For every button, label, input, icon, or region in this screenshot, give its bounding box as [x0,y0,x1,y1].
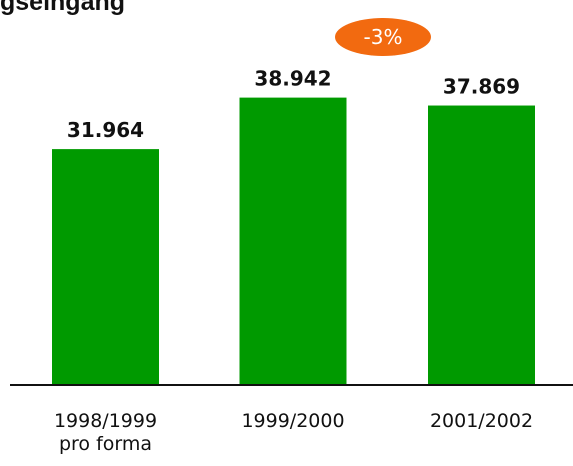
value-label: 37.869 [443,75,520,99]
x-tick-label: 1999/2000 [241,410,345,432]
bar [52,149,159,385]
annotation-badge [335,18,431,56]
value-label: 31.964 [67,118,144,142]
x-tick-label: 1998/1999 pro forma [53,410,158,455]
chart-title: gseingang [0,0,126,16]
value-label: 38.942 [254,67,331,91]
bar [239,97,347,386]
annotation: -3% [364,25,403,49]
bar [428,105,535,385]
x-tick-label: 2001/2002 [429,410,534,432]
